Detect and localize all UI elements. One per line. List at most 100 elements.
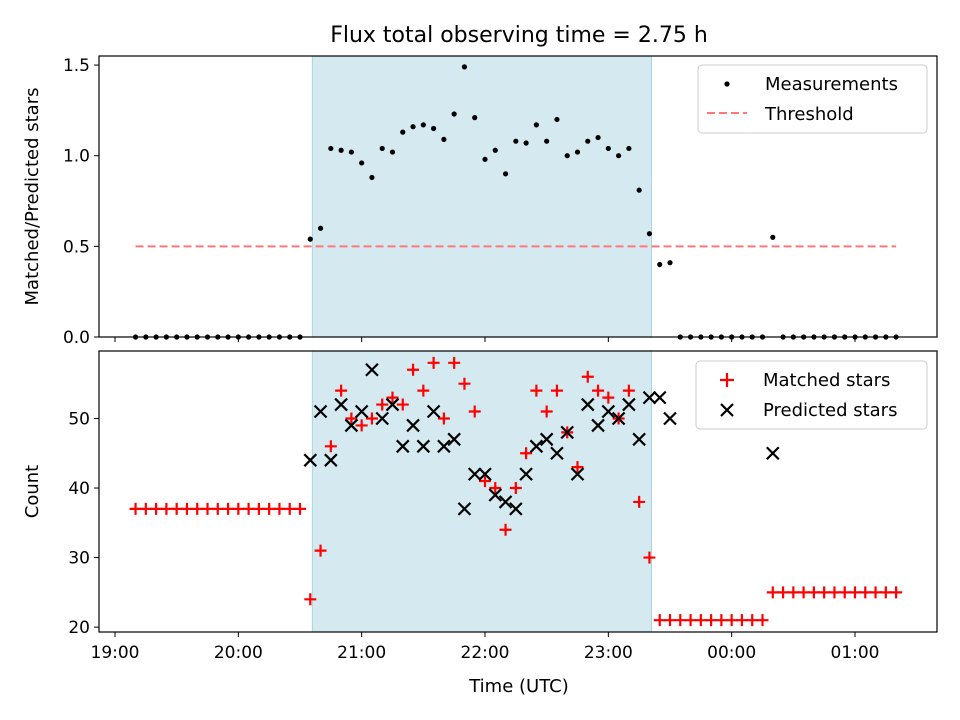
measurement-point (626, 145, 632, 152)
measurement-point (616, 153, 622, 159)
measurement-point (533, 122, 539, 128)
predicted-star-point (396, 439, 410, 454)
measurement-point (410, 124, 416, 130)
matched-star-point (581, 370, 594, 383)
predicted-star-point (324, 453, 338, 467)
predicted-star-point (611, 411, 626, 426)
matched-star-point (509, 482, 522, 495)
legend-matched-marker (720, 373, 734, 387)
measurement-point (482, 156, 488, 162)
matched-star-point (232, 502, 245, 515)
matched-star-point (170, 502, 183, 515)
measurement-point (472, 115, 478, 121)
measurement-point (400, 129, 406, 135)
matched-star-point (592, 384, 605, 397)
matched-star-point (335, 384, 348, 397)
matched-star-point (211, 502, 224, 515)
top-axis-ticks: 0.0 0.5 1.0 1.5 (63, 56, 856, 348)
matched-star-point (777, 586, 790, 599)
measurement-point (574, 149, 581, 155)
observing-window-bottom (311, 350, 652, 633)
matched-star-point (705, 614, 718, 627)
top-y-axis-label: Matched/Predicted stars (22, 88, 43, 306)
measurement-point (420, 122, 426, 128)
matched-star-point (622, 384, 635, 397)
matched-star-point (294, 502, 306, 515)
predicted-star-point (539, 432, 554, 447)
matched-star-point (314, 544, 327, 557)
measurement-point (770, 234, 776, 240)
x-tick-label: 01:00 (831, 643, 880, 663)
predicted-star-point (652, 390, 667, 405)
predicted-star-point (591, 418, 605, 433)
matched-star-point (879, 586, 892, 599)
x-axis-label: Time (UTC) (468, 676, 569, 697)
predicted-star-point (519, 467, 533, 481)
matched-star-point (869, 586, 882, 599)
bottom-legend: Matched stars Predicted stars (695, 360, 928, 430)
legend-matched-label: Matched stars (763, 370, 890, 391)
bottom-y-axis-label: Count (22, 465, 43, 518)
predicted-star-point (550, 446, 564, 461)
predicted-star-point (560, 425, 574, 440)
measurement-point (461, 64, 468, 70)
matched-star-point (725, 614, 738, 627)
x-tick-label: 00:00 (707, 643, 756, 663)
y-tick-label: 1.0 (63, 147, 90, 167)
matched-star-point (530, 384, 543, 397)
matched-star-point (828, 586, 841, 599)
legend-measurements-label: Measurements (765, 74, 898, 95)
bottom-axis-ticks: 20 30 40 50 19:00 20:00 21:00 22:00 23:00 00:00 01… (68, 409, 879, 663)
predicted-star-point (365, 363, 379, 377)
matched-star-point (448, 356, 461, 369)
legend-predicted-label: Predicted stars (763, 400, 897, 421)
measurement-point (369, 174, 375, 181)
y-tick-label: 50 (68, 409, 90, 429)
bottom-legend-box (695, 360, 928, 430)
matched-star-point (479, 475, 491, 488)
y-tick-label: 0.5 (63, 237, 90, 257)
predicted-star-point (478, 467, 492, 481)
matched-star-point (386, 391, 399, 404)
measurement-point (544, 138, 550, 144)
predicted-star-point (334, 397, 348, 412)
predicted-star-point (313, 404, 328, 419)
matched-star-point (201, 502, 214, 515)
matched-star-point (849, 586, 861, 599)
x-tick-label: 23:00 (584, 643, 633, 663)
measurement-point (585, 138, 591, 144)
predicted-star-point (766, 446, 780, 461)
y-tick-label: 0.0 (63, 328, 90, 348)
matched-star-point (818, 586, 831, 599)
matched-star-point (180, 502, 193, 515)
matched-star-point (694, 614, 707, 627)
matched-star-point (283, 502, 296, 515)
measurement-point (502, 171, 509, 177)
bottom-panel-frame (98, 350, 938, 633)
matched-star-point (427, 356, 440, 369)
predicted-star-point (498, 495, 513, 509)
matched-star-point (468, 405, 481, 418)
x-tick-label: 21:00 (337, 643, 386, 663)
predicted-star-point (529, 439, 544, 454)
predicted-star-point (488, 488, 503, 502)
matched-star-point (355, 419, 368, 432)
matched-star-point (735, 614, 748, 627)
matched-star-point (396, 398, 409, 411)
x-tick-label: 19:00 (91, 643, 140, 663)
x-tick-label: 22:00 (461, 643, 510, 663)
matched-star-point (664, 614, 676, 627)
legend-predicted-marker (720, 403, 734, 417)
predicted-star-point (509, 502, 523, 516)
matched-star-point (797, 586, 810, 599)
matched-star-point (859, 586, 872, 599)
predicted-star-point (375, 411, 389, 426)
matched-star-point (222, 502, 235, 515)
measurement-point (431, 125, 437, 132)
predicted-star-point (642, 390, 657, 405)
predicted-star-point (344, 418, 359, 433)
matched-star-point (150, 502, 163, 515)
matched-star-point (304, 593, 317, 606)
matched-star-point (890, 586, 903, 599)
top-legend-box (697, 64, 928, 134)
